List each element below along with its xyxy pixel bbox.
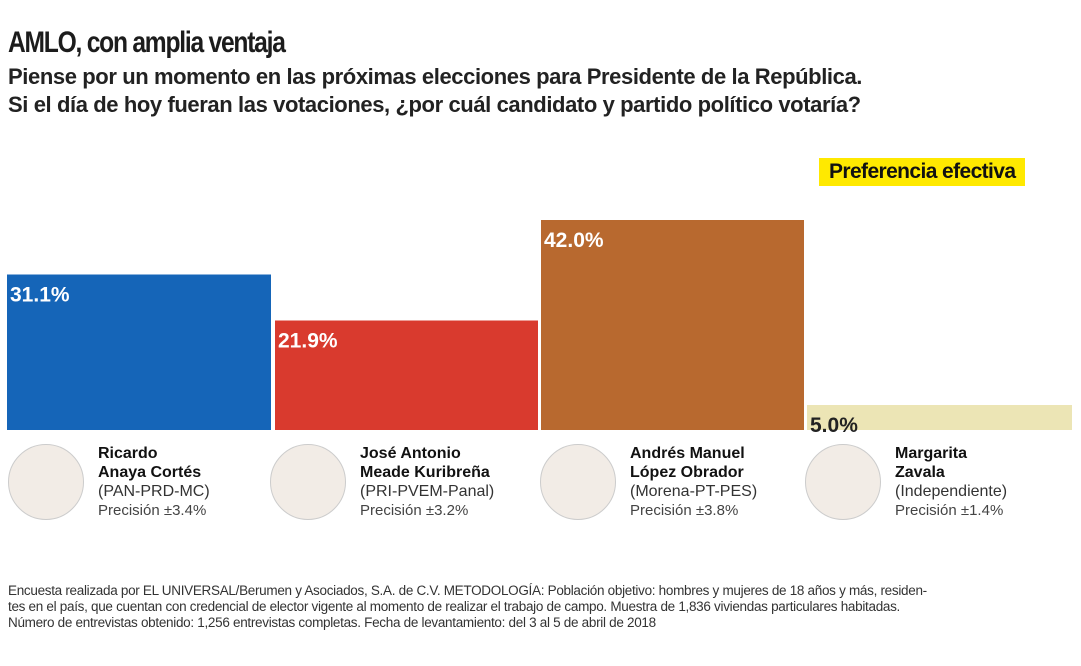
candidate-party: (Independiente) <box>895 483 1008 500</box>
candidate-name: Andrés Manuel <box>630 445 745 462</box>
avatar <box>270 444 346 520</box>
candidate-precision: Precisión ±3.2% <box>360 502 469 519</box>
bar-2 <box>541 220 804 430</box>
bar-3 <box>807 405 1072 430</box>
candidate-precision: Precisión ±3.4% <box>98 502 207 519</box>
candidate-precision: Precisión ±3.8% <box>630 502 739 519</box>
avatar <box>8 444 84 520</box>
candidate-party: (Morena-PT-PES) <box>630 483 758 500</box>
candidate-name: Zavala <box>895 464 945 481</box>
candidate-party: (PRI-PVEM-Panal) <box>360 483 495 500</box>
avatar <box>540 444 616 520</box>
bar-value-label: 5.0% <box>810 414 858 437</box>
footnote-line: tes en el país, que cuentan con credenci… <box>8 599 901 614</box>
subtitle-line-1: Piense por un momento en las próximas el… <box>8 64 863 89</box>
candidate-party: (PAN-PRD-MC) <box>98 483 210 500</box>
chart-title: AMLO, con amplia ventaja <box>8 26 286 59</box>
bar-value-label: 21.9% <box>278 330 338 353</box>
candidate-precision: Precisión ±1.4% <box>895 502 1004 519</box>
candidate-name: Meade Kuribreña <box>360 464 490 481</box>
bar-1 <box>275 320 538 430</box>
candidate-name: López Obrador <box>630 464 744 481</box>
footnote-line: Número de entrevistas obtenido: 1,256 en… <box>8 615 656 630</box>
candidate-name: Ricardo <box>98 445 158 462</box>
candidate-name: Anaya Cortés <box>98 464 202 481</box>
bar-chart: 31.1% 21.9% 42.0% 5.0% <box>7 220 1072 437</box>
avatar <box>805 444 881 520</box>
bar-value-label: 31.1% <box>10 284 70 307</box>
footnote-line: Encuesta realizada por EL UNIVERSAL/Beru… <box>8 583 927 598</box>
subtitle-line-2: Si el día de hoy fueran las votaciones, … <box>8 92 861 117</box>
footnote: Encuesta realizada por EL UNIVERSAL/Beru… <box>8 583 927 631</box>
candidate-name: Margarita <box>895 445 968 462</box>
bar-value-label: 42.0% <box>544 229 604 252</box>
bar-0 <box>7 274 271 430</box>
candidate-name: José Antonio <box>360 445 461 462</box>
legend-label: Preferencia efectiva <box>819 158 1026 186</box>
